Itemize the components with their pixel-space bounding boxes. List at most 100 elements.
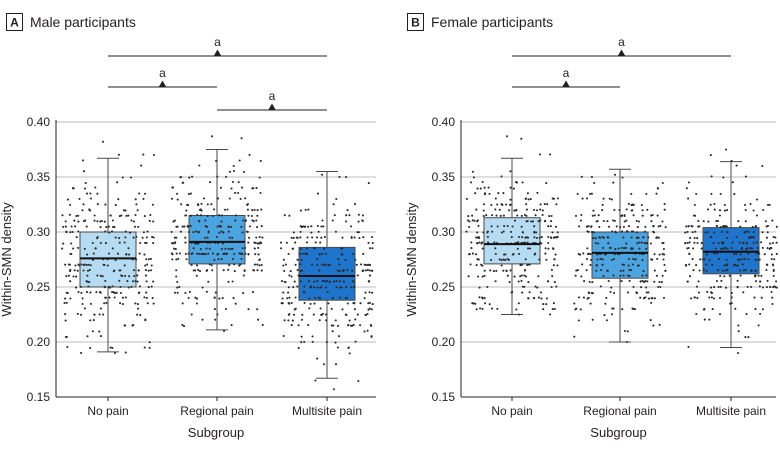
data-point: [231, 257, 234, 261]
data-point: [764, 220, 767, 223]
data-point: [311, 335, 314, 338]
data-point: [220, 214, 223, 217]
data-point: [299, 247, 303, 251]
data-point: [82, 269, 85, 272]
data-point: [91, 330, 94, 333]
data-point: [625, 242, 628, 245]
data-point: [145, 280, 148, 283]
data-point: [477, 237, 481, 240]
data-point: [595, 264, 598, 267]
data-point: [138, 252, 141, 255]
y-tick-label: 0.30: [432, 225, 456, 239]
data-point: [78, 197, 81, 200]
data-point: [587, 252, 590, 255]
data-point: [573, 335, 576, 338]
data-point: [741, 246, 744, 249]
data-point: [643, 230, 647, 233]
data-point: [181, 225, 184, 228]
panel-letter: A: [10, 16, 19, 30]
data-point: [753, 275, 757, 278]
data-point: [754, 224, 758, 228]
data-point: [85, 263, 88, 267]
data-point: [702, 269, 705, 272]
data-point: [607, 236, 610, 239]
data-point: [626, 274, 629, 277]
data-point: [184, 291, 187, 295]
data-point: [83, 247, 86, 250]
data-point: [696, 297, 699, 300]
data-point: [316, 286, 319, 289]
data-point: [89, 319, 92, 322]
data-point: [510, 291, 513, 294]
data-point: [513, 209, 516, 212]
data-point: [523, 268, 527, 272]
data-point: [549, 313, 552, 316]
data-point: [487, 186, 490, 189]
data-point: [119, 291, 122, 295]
data-point: [356, 313, 359, 316]
data-point: [136, 280, 139, 283]
data-point: [744, 175, 747, 178]
data-point: [712, 297, 716, 300]
data-point: [361, 219, 364, 222]
data-point: [125, 214, 128, 217]
data-point: [178, 252, 181, 255]
data-point: [717, 241, 720, 245]
data-point: [327, 302, 330, 305]
data-point: [631, 247, 634, 250]
data-point: [747, 236, 751, 239]
data-point: [253, 263, 256, 266]
data-point: [580, 175, 583, 178]
data-point: [760, 241, 763, 244]
data-point: [515, 181, 519, 184]
data-point: [553, 307, 556, 311]
data-point: [465, 197, 468, 200]
data-point: [544, 252, 547, 255]
data-point: [145, 258, 148, 261]
data-point: [104, 296, 107, 299]
data-point: [217, 258, 220, 261]
data-point: [85, 192, 89, 195]
data-point: [762, 208, 765, 212]
data-point: [353, 203, 357, 206]
data-point: [503, 225, 506, 228]
data-point: [642, 270, 645, 273]
data-point: [338, 175, 341, 178]
data-point: [603, 314, 606, 317]
data-point: [134, 302, 137, 305]
data-point: [643, 281, 646, 284]
data-point: [244, 252, 247, 255]
data-point: [490, 258, 493, 262]
data-point: [207, 230, 210, 233]
data-point: [623, 214, 626, 217]
data-point: [743, 231, 746, 234]
data-point: [183, 225, 186, 228]
data-point: [237, 191, 240, 195]
data-point: [260, 208, 263, 211]
x-axis-label: Subgroup: [188, 425, 244, 440]
data-point: [583, 280, 586, 283]
data-point: [745, 241, 748, 244]
data-point: [725, 258, 728, 261]
data-point: [533, 230, 536, 233]
data-point: [136, 209, 139, 212]
data-point: [632, 285, 635, 289]
data-point: [499, 214, 502, 217]
data-point: [223, 208, 227, 211]
data-point: [688, 252, 691, 256]
data-point: [761, 164, 764, 168]
data-point: [749, 236, 752, 239]
significance-marker: [562, 80, 570, 87]
data-point: [775, 252, 778, 255]
data-point: [717, 285, 720, 289]
data-point: [77, 220, 80, 223]
data-point: [494, 197, 497, 200]
data-point: [135, 235, 138, 238]
data-point: [105, 301, 108, 304]
data-point: [703, 318, 706, 321]
data-point: [723, 209, 726, 212]
data-point: [93, 214, 96, 217]
data-point: [238, 159, 241, 162]
data-point: [227, 225, 230, 228]
data-point: [307, 324, 310, 327]
